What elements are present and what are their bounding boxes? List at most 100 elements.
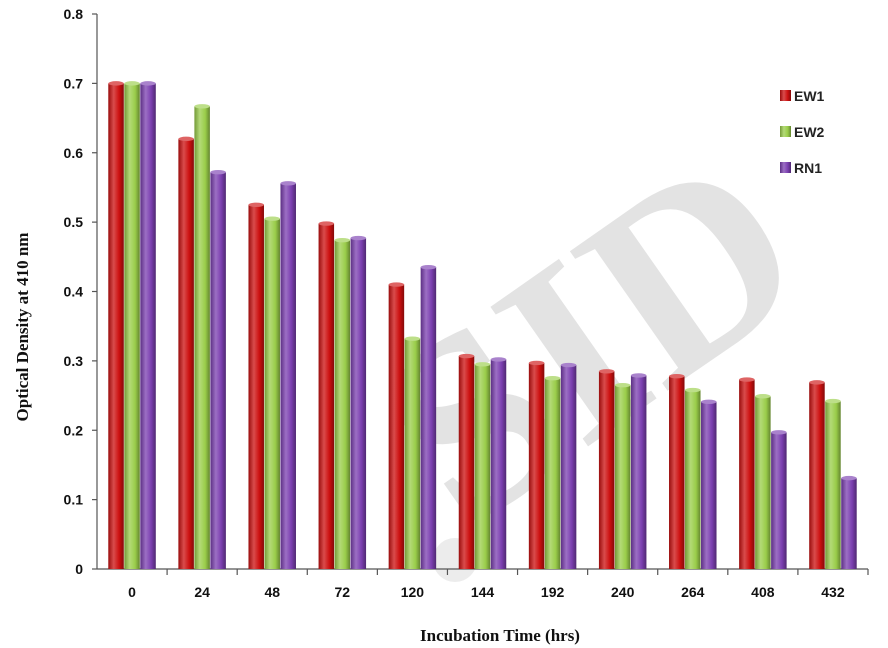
x-tick-label: 192 (541, 584, 565, 600)
bar-ew1-24 (178, 138, 194, 569)
y-tick-label: 0 (75, 561, 83, 577)
bar-rn1-0 (140, 83, 156, 569)
y-tick-label: 0.3 (64, 353, 84, 369)
bar-ew2-144 (474, 364, 491, 569)
bar-rn1-192 (560, 365, 577, 569)
bar-group-72 (318, 221, 367, 570)
plot-area: 0 0.1 0.2 0.3 0.4 0.5 0.6 0.7 0.8 0 24 48 72 120 144 1… (64, 6, 869, 600)
bar-group-192 (528, 360, 577, 569)
legend-swatch-ew2 (780, 126, 791, 137)
bar-cap (280, 181, 296, 186)
x-tick-label: 48 (264, 584, 280, 600)
bar-group-0 (108, 81, 156, 569)
bar-ew2-48 (264, 218, 280, 569)
y-tick-label: 0.5 (64, 214, 84, 230)
bar-cap (685, 387, 701, 393)
bar-ew1-144 (458, 356, 475, 569)
bar-ew2-264 (685, 390, 701, 569)
y-tick-label: 0.8 (64, 6, 84, 22)
bar-ew1-192 (528, 362, 545, 569)
bar-rn1-72 (350, 238, 367, 570)
bar-cap (528, 360, 545, 366)
bar-cap (404, 336, 421, 341)
bar-group-120 (388, 265, 437, 569)
bar-group-144 (458, 353, 507, 569)
bar-cap (350, 235, 367, 241)
legend-label-rn1: RN1 (794, 160, 822, 176)
legend-swatch-ew1 (780, 90, 791, 101)
x-tick-label: 120 (401, 584, 425, 600)
x-tick-label: 24 (194, 584, 210, 600)
x-tick-label: 144 (471, 584, 495, 600)
legend: EW1 EW2 RN1 (780, 88, 825, 176)
bar-cap (771, 430, 787, 435)
bar-rn1-264 (701, 401, 717, 569)
bar-group-24 (178, 104, 226, 570)
bar-rn1-120 (420, 267, 437, 569)
x-ticks: 0 24 48 72 120 144 192 240 264 408 432 (128, 569, 869, 600)
bar-ew2-24 (194, 106, 210, 570)
bar-group-264 (669, 373, 717, 569)
x-tick-label: 72 (335, 584, 351, 600)
x-tick-label: 264 (681, 584, 705, 600)
bar-cap (614, 382, 631, 388)
bar-cap (194, 104, 210, 109)
bar-cap (560, 362, 577, 368)
bar-cap (178, 136, 194, 142)
bar-ew1-48 (248, 204, 264, 569)
legend-label-ew1: EW1 (794, 88, 825, 104)
bar-cap (825, 398, 841, 404)
bar-cap (124, 81, 140, 86)
bar-cap (544, 376, 561, 381)
bar-group-408 (739, 377, 787, 569)
bar-rn1-408 (771, 432, 787, 569)
bar-cap (248, 202, 264, 207)
y-tick-label: 0.7 (64, 75, 84, 91)
bars (108, 81, 857, 570)
bar-cap (809, 380, 825, 385)
bar-cap (474, 362, 491, 367)
bar-rn1-240 (630, 375, 647, 569)
y-ticks: 0 0.1 0.2 0.3 0.4 0.5 0.6 0.7 0.8 (64, 6, 97, 577)
bar-ew1-432 (809, 382, 825, 569)
bar-cap (318, 221, 335, 226)
bar-cap (458, 353, 475, 359)
bar-cap (334, 237, 351, 243)
bar-ew1-264 (669, 376, 685, 569)
bar-ew1-408 (739, 379, 755, 569)
bar-ew2-240 (614, 385, 631, 569)
bar-cap (420, 265, 437, 270)
x-tick-label: 240 (611, 584, 635, 600)
bar-cap (630, 373, 647, 378)
bar-cap (669, 373, 685, 379)
bar-cap (388, 282, 405, 287)
bar-group-48 (248, 181, 296, 569)
legend-swatch-rn1 (780, 162, 791, 173)
bar-ew1-0 (108, 83, 124, 569)
bar-group-240 (598, 369, 647, 569)
bar-cap (755, 394, 771, 399)
bar-ew1-72 (318, 223, 335, 569)
bar-group-432 (809, 380, 857, 569)
bar-rn1-48 (280, 183, 296, 569)
legend-label-ew2: EW2 (794, 124, 825, 140)
y-tick-label: 0.6 (64, 145, 84, 161)
x-axis-title: Incubation Time (hrs) (420, 626, 580, 645)
bar-ew1-120 (388, 284, 405, 569)
y-tick-label: 0.1 (64, 492, 84, 508)
bar-cap (701, 399, 717, 405)
bar-cap (264, 216, 280, 221)
x-tick-label: 0 (128, 584, 136, 600)
bar-ew2-72 (334, 240, 351, 569)
y-tick-label: 0.2 (64, 422, 84, 438)
bar-ew2-408 (755, 396, 771, 569)
bar-rn1-144 (490, 359, 507, 569)
bar-cap (490, 357, 507, 362)
bar-rn1-432 (841, 478, 857, 569)
bar-cap (108, 81, 124, 86)
bar-ew2-432 (825, 401, 841, 569)
bar-cap (841, 475, 857, 481)
y-tick-label: 0.4 (64, 284, 84, 300)
